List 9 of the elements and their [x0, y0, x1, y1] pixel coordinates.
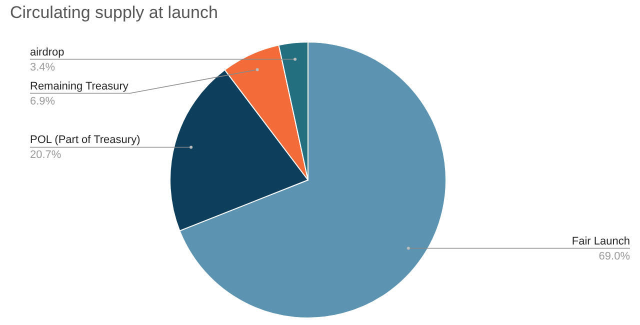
- data-label: 69.0%: [598, 250, 630, 262]
- slice-label: airdrop: [30, 46, 64, 58]
- data-label: 20.7%: [30, 149, 62, 162]
- slice-label: Remaining Treasury: [30, 80, 129, 92]
- data-label: 3.4%: [30, 61, 56, 74]
- data-label: 6.9%: [30, 95, 56, 108]
- slice-label: POL (Part of Treasury): [30, 134, 140, 146]
- slice-label: Fair Launch: [572, 235, 630, 248]
- chart-title: Circulating supply at launch: [10, 3, 218, 22]
